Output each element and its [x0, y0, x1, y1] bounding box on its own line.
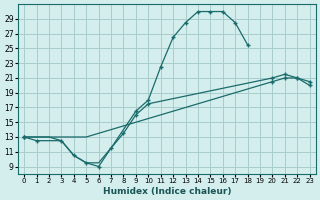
X-axis label: Humidex (Indice chaleur): Humidex (Indice chaleur) [103, 187, 231, 196]
